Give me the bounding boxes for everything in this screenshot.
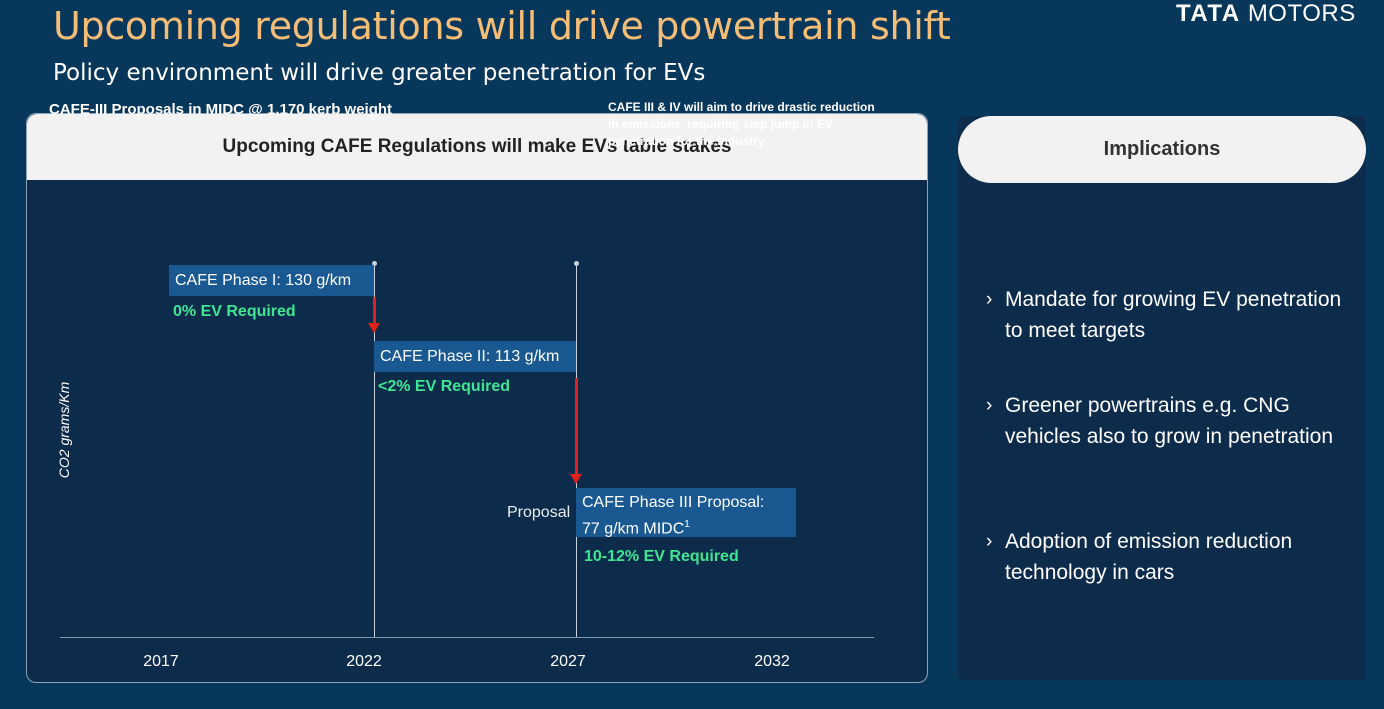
logo-rest-text: MOTORS <box>1247 0 1356 27</box>
tata-motors-logo: TATA MOTORS <box>1176 0 1356 28</box>
page-subtitle: Policy environment will drive greater pe… <box>53 60 706 86</box>
proposal-label: Proposal <box>507 504 571 521</box>
phase-1-box: CAFE Phase I: 130 g/km <box>169 265 374 296</box>
implications-heading: Implications <box>958 116 1366 183</box>
chevron-right-icon: › <box>986 531 993 552</box>
phase-3-label-line2: 77 g/km MIDC1 <box>582 519 690 538</box>
chevron-right-icon: › <box>986 395 993 416</box>
year-tick-2022: 2022 <box>346 653 382 670</box>
phase-3-box: CAFE Phase III Proposal: 77 g/km MIDC1 <box>576 488 796 537</box>
x-axis <box>60 637 874 638</box>
gridline-2022 <box>372 261 377 638</box>
implication-item-1: › Mandate for growing EV penetration to … <box>986 284 1346 346</box>
implication-text-3: Adoption of emission reduction technolog… <box>1005 530 1293 584</box>
phase-3-ev-required: 10-12% EV Required <box>584 548 739 565</box>
logo-bold-text: TATA <box>1176 0 1241 27</box>
implication-text-1: Mandate for growing EV penetration to me… <box>1005 288 1342 342</box>
phase-1-ev-required: 0% EV Required <box>173 303 296 320</box>
y-axis-label: CO2 grams/Km <box>56 381 72 479</box>
phase-2-ev-required: <2% EV Required <box>378 378 511 395</box>
phase-2-box: CAFE Phase II: 113 g/km <box>374 341 576 372</box>
implication-text-2: Greener powertrains e.g. CNG vehicles al… <box>1005 394 1334 448</box>
cafe-panel-heading: Upcoming CAFE Regulations will make EVs … <box>27 114 927 180</box>
chevron-right-icon: › <box>986 289 993 310</box>
page-title: Upcoming regulations will drive powertra… <box>53 4 951 48</box>
implication-item-2: › Greener powertrains e.g. CNG vehicles … <box>986 390 1346 452</box>
year-tick-2017: 2017 <box>143 653 179 670</box>
implications-panel <box>958 116 1366 680</box>
cafe-regulations-panel: Upcoming CAFE Regulations will make EVs … <box>26 113 928 683</box>
year-tick-2027: 2027 <box>550 653 586 670</box>
implication-item-3: › Adoption of emission reduction technol… <box>986 526 1346 588</box>
footnote-marker: 1 <box>684 519 690 530</box>
phase-1-label: CAFE Phase I: 130 g/km <box>175 272 352 289</box>
reduction-arrow-2 <box>570 378 582 484</box>
cafe-note: CAFE III & IV will aim to drive drastic … <box>608 100 875 148</box>
reduction-arrow-1 <box>368 297 380 333</box>
chart-title: CAFE-III Proposals in MIDC @ 1,170 kerb … <box>49 101 393 118</box>
phase-2-label: CAFE Phase II: 113 g/km <box>380 348 560 365</box>
year-tick-2032: 2032 <box>754 653 790 670</box>
phase-3-label-line1: CAFE Phase III Proposal: <box>582 494 765 511</box>
